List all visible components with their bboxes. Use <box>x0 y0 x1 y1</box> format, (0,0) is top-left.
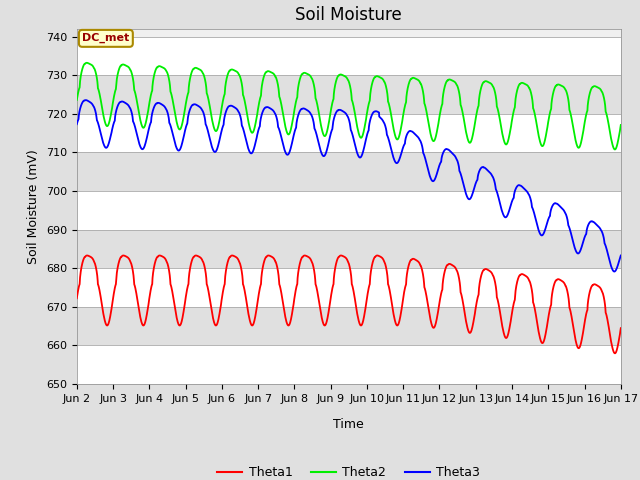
Theta1 <box>479 268 486 274</box>
Bar <box>77 36 621 75</box>
Theta2 <box>617 122 625 128</box>
Bar <box>77 114 621 152</box>
Theta1 <box>520 272 528 278</box>
Theta2 <box>520 81 528 86</box>
Theta3 <box>520 186 528 192</box>
Theta3 <box>172 143 180 148</box>
Text: DC_met: DC_met <box>82 33 129 44</box>
Theta2 <box>281 121 289 127</box>
Theta1 <box>427 318 435 324</box>
Theta2 <box>83 60 90 66</box>
Bar <box>77 152 621 191</box>
Bar <box>77 268 621 307</box>
Theta1 <box>73 295 81 301</box>
Theta2 <box>479 80 486 86</box>
Theta3 <box>281 148 289 154</box>
Bar <box>77 229 621 268</box>
Title: Soil Moisture: Soil Moisture <box>296 6 402 24</box>
Bar <box>77 346 621 384</box>
Theta3 <box>399 144 407 150</box>
Theta1 <box>281 312 289 317</box>
Theta1 <box>611 350 619 356</box>
Theta1 <box>264 252 272 258</box>
Theta3 <box>82 97 90 103</box>
Theta1 <box>172 309 179 315</box>
Theta1 <box>399 296 407 301</box>
Theta2 <box>427 132 435 137</box>
Theta3 <box>479 164 486 170</box>
Y-axis label: Soil Moisture (mV): Soil Moisture (mV) <box>28 149 40 264</box>
Theta2 <box>399 112 407 118</box>
Line: Theta3: Theta3 <box>77 100 621 272</box>
Bar <box>77 191 621 229</box>
Theta3 <box>611 269 618 275</box>
Theta3 <box>617 252 625 258</box>
Theta2 <box>611 146 619 152</box>
Bar <box>77 75 621 114</box>
Bar <box>77 307 621 346</box>
X-axis label: Time: Time <box>333 418 364 431</box>
Theta2 <box>172 115 180 120</box>
Legend: Theta1, Theta2, Theta3: Theta1, Theta2, Theta3 <box>212 461 485 480</box>
Theta3 <box>73 121 81 127</box>
Theta1 <box>617 325 625 331</box>
Theta3 <box>427 175 435 181</box>
Line: Theta2: Theta2 <box>77 63 621 149</box>
Line: Theta1: Theta1 <box>77 255 621 353</box>
Theta2 <box>73 97 81 103</box>
